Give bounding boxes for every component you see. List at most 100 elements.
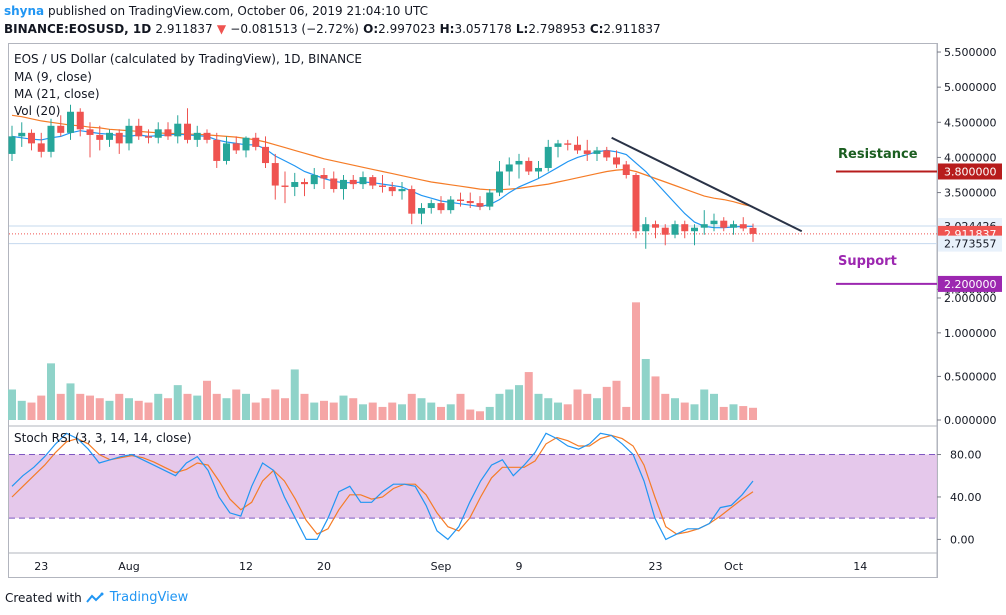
volume-bar [76,393,85,420]
candle [18,122,26,147]
stoch-k-line [11,432,754,541]
chart-title: EOS / US Dollar (calculated by TradingVi… [14,52,363,66]
candle-body [359,177,367,185]
volume-bar [251,402,260,420]
volume-bar [641,358,650,420]
candle [466,192,474,209]
volume-bar [398,404,406,420]
candle [544,139,552,172]
price-change: −0.081513 (−2.72%) [230,22,359,36]
candle [427,199,435,214]
candle-body [281,185,289,187]
vol-legend[interactable]: Vol (20) [14,104,61,118]
candle-body [437,203,445,211]
volume-bar [495,393,504,420]
candle-body [564,143,572,145]
volume-bar [593,398,601,420]
volume-bar [515,385,523,420]
volume-bar [554,402,562,420]
candle [642,217,650,249]
candle [76,108,84,137]
volume-bar [320,400,328,420]
candle-body [301,182,308,185]
volume-bar [368,402,377,420]
volume-bar [378,406,387,420]
candle [252,132,260,151]
candle-body [535,167,542,172]
candle [486,189,494,211]
candle-body [18,132,26,137]
volume-bar [154,393,163,420]
high-value: 3.057178 [454,22,512,36]
candle [603,146,611,161]
candle [271,153,279,200]
candle-body [203,132,211,140]
stoch-tick-label: 40.00 [950,491,982,504]
candle [193,125,201,147]
candle-body [603,150,611,158]
candle-body [330,178,338,190]
candle [37,132,45,158]
tradingview-logo-icon [85,592,104,603]
candle [174,115,182,144]
volume-bar [66,383,75,420]
candle-body [388,186,396,192]
candle-body [223,143,230,161]
volume-bar [417,398,426,420]
volume-bar [212,393,221,420]
candle-body [106,132,113,140]
price-badge [938,275,1002,292]
candle [57,115,65,137]
volume-bar [349,398,358,420]
candle-body [739,224,747,229]
time-tick-label: 9 [516,560,523,573]
candle [525,157,533,175]
candle-body [262,146,269,164]
candle [535,160,542,179]
volume-tick-label: 0.000000 [944,414,997,427]
price-tick-label: 4.500000 [944,116,997,129]
volume-bar [310,402,319,420]
volume-bar [261,398,270,420]
symbol-line: BINANCE:EOSUSD, 1D 2.911837 ▼ −0.081513 … [4,22,661,36]
last-price: 2.911837 [155,22,213,36]
publisher-name[interactable]: shyna [4,4,45,18]
volume-bar [719,406,728,420]
stoch-legend[interactable]: Stoch RSI (3, 3, 14, 14, close) [14,431,192,445]
candle-body [174,123,182,137]
candle-body [496,171,503,193]
low-value: 2.798953 [528,22,586,36]
ma21-legend[interactable]: MA (21, close) [14,87,100,101]
volume-bar [622,406,631,420]
volume-bar [164,398,172,420]
time-tick-label: Sep [431,560,452,573]
candle [652,220,659,239]
volume-bar [86,395,94,420]
volume-bar [290,369,299,420]
volume-bar [427,402,436,420]
candle-body [193,132,201,140]
candle-body [154,129,162,138]
candle-body [408,189,416,214]
high-label: H: [439,22,455,36]
candle [301,178,308,197]
candle [749,223,757,242]
tradingview-brand[interactable]: TradingView [109,590,189,605]
candle-body [184,123,191,140]
candle [106,129,113,147]
candle [96,125,104,151]
candle [564,139,572,151]
ma9-legend[interactable]: MA (9, close) [14,70,92,84]
volume-bar [680,402,689,420]
volume-bar [739,406,748,420]
resistance-label: Resistance [838,147,918,162]
candle [330,171,338,193]
candle-body [418,208,425,214]
volume-tick-label: 1.000000 [944,327,997,340]
volume-bar [749,407,757,420]
ma21-line [11,114,754,208]
symbol-name: BINANCE:EOSUSD, 1D [4,22,152,36]
footer: Created with TradingView [5,590,188,605]
time-tick-label: 12 [239,560,253,573]
